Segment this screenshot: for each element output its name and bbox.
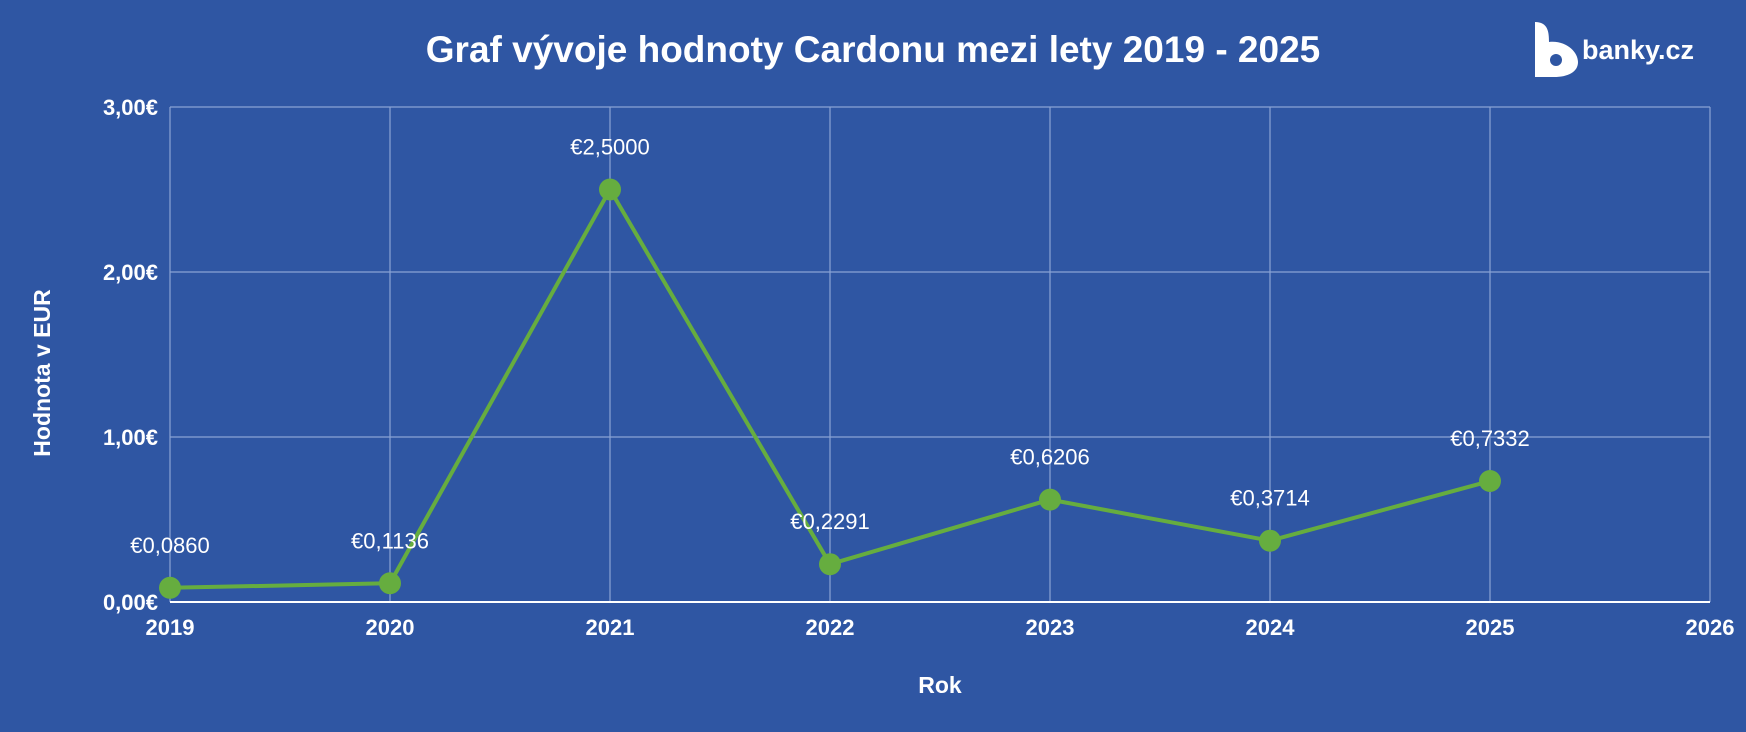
x-tick-label: 2022	[806, 615, 855, 640]
y-tick-label: 2,00€	[103, 260, 158, 285]
data-label: €0,2291	[790, 509, 870, 534]
data-label: €0,1136	[351, 528, 429, 553]
data-label: €0,3714	[1230, 486, 1310, 511]
x-axis-title: Rok	[918, 672, 962, 698]
x-tick-label: 2020	[366, 615, 415, 640]
x-tick-label: 2019	[146, 615, 195, 640]
y-tick-label: 1,00€	[103, 425, 158, 450]
x-tick-label: 2025	[1466, 615, 1515, 640]
data-label: €2,5000	[570, 135, 650, 160]
x-tick-labels: 2019 2020 2021 2022 2023 2024 2025 2026	[146, 615, 1735, 640]
data-point	[159, 576, 181, 599]
x-tick-label: 2021	[586, 615, 635, 640]
data-label: €0,0860	[130, 533, 210, 558]
data-point	[379, 572, 401, 595]
brand-name: banky.cz	[1582, 35, 1694, 65]
x-tick-label: 2023	[1026, 615, 1075, 640]
data-label: €0,7332	[1450, 426, 1530, 451]
x-tick-label: 2026	[1686, 615, 1735, 640]
data-point	[819, 553, 841, 576]
data-point	[1259, 529, 1281, 552]
brand-logo: banky.cz	[1535, 22, 1694, 77]
banky-logo-icon	[1535, 22, 1578, 77]
data-point	[1039, 488, 1061, 511]
data-point	[599, 178, 621, 201]
data-label: €0,6206	[1010, 445, 1090, 470]
y-tick-label: 3,00€	[103, 95, 158, 120]
chart-title: Graf vývoje hodnoty Cardonu mezi lety 20…	[426, 29, 1320, 70]
y-tick-labels: 0,00€ 1,00€ 2,00€ 3,00€	[103, 95, 158, 615]
x-tick-label: 2024	[1246, 615, 1296, 640]
y-tick-label: 0,00€	[103, 590, 158, 615]
data-labels: €0,0860 €0,1136 €2,5000 €0,2291 €0,6206 €0,37…	[130, 135, 1530, 558]
data-point	[1479, 470, 1501, 493]
y-axis-title: Hodnota v EUR	[29, 289, 55, 457]
series-group	[159, 178, 1501, 599]
